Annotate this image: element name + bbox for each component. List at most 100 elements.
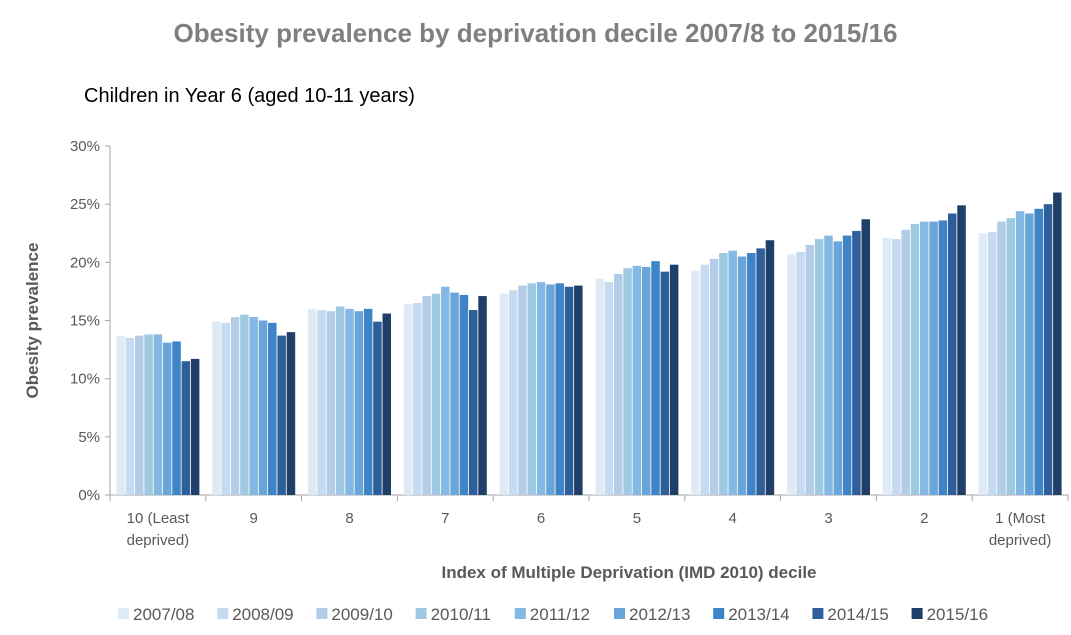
bar bbox=[468, 310, 478, 495]
bar bbox=[574, 285, 583, 495]
bar bbox=[277, 335, 286, 495]
bar bbox=[527, 283, 537, 495]
bar bbox=[345, 308, 354, 495]
bar bbox=[824, 235, 833, 495]
bar bbox=[1034, 208, 1043, 495]
bar bbox=[403, 304, 413, 495]
bar bbox=[910, 223, 920, 495]
bar bbox=[997, 221, 1006, 495]
legend-swatch bbox=[118, 608, 129, 619]
legend-swatch bbox=[812, 608, 824, 619]
bar bbox=[382, 313, 391, 495]
bar bbox=[660, 271, 670, 495]
bar bbox=[125, 337, 135, 495]
bar bbox=[508, 290, 518, 495]
bar bbox=[286, 332, 296, 495]
legend: 2007/08 2008/09 2009/10 2010/11 2011/12 2012/… bbox=[118, 605, 988, 624]
bar bbox=[842, 235, 852, 495]
bar bbox=[499, 293, 509, 495]
chart-subtitle: Children in Year 6 (aged 10-11 years) bbox=[84, 85, 415, 107]
bar bbox=[882, 237, 892, 496]
bar bbox=[632, 265, 642, 495]
bar bbox=[162, 342, 172, 495]
y-axis-title: Obesity prevalence bbox=[23, 243, 42, 399]
labels: 0% 5% 10% 15% 20% 25% 30% 10 (Least deprived) 9 8 7… bbox=[23, 138, 1051, 582]
legend-swatch bbox=[713, 608, 725, 619]
bar bbox=[564, 286, 574, 495]
bar bbox=[1043, 204, 1053, 495]
bar bbox=[135, 335, 144, 495]
bar bbox=[431, 293, 441, 495]
bar bbox=[920, 221, 929, 495]
y-tick-label: 0% bbox=[78, 487, 100, 504]
bar bbox=[335, 306, 345, 495]
bar bbox=[595, 278, 604, 495]
bar bbox=[861, 219, 870, 496]
bar bbox=[1006, 218, 1016, 496]
bar bbox=[833, 241, 843, 495]
bar bbox=[641, 266, 651, 495]
bar bbox=[852, 230, 861, 495]
bar bbox=[728, 250, 737, 495]
bar bbox=[441, 286, 450, 495]
bar bbox=[546, 284, 555, 495]
legend-label: 2008/09 bbox=[232, 605, 293, 624]
bar bbox=[212, 321, 221, 495]
bars bbox=[116, 192, 1062, 496]
legend-label: 2015/16 bbox=[927, 605, 988, 624]
bar bbox=[326, 311, 336, 495]
bar bbox=[938, 220, 948, 495]
y-tick-label: 5% bbox=[78, 429, 100, 446]
x-axis-title: Index of Multiple Deprivation (IMD 2010)… bbox=[441, 563, 816, 582]
bar bbox=[190, 358, 200, 495]
x-tick-label: 6 bbox=[537, 510, 545, 527]
legend-label: 2007/08 bbox=[133, 605, 194, 624]
y-tick-label: 10% bbox=[70, 371, 100, 388]
bar bbox=[308, 308, 317, 495]
bar bbox=[518, 285, 527, 495]
x-tick-label: 5 bbox=[633, 510, 641, 527]
bar bbox=[604, 282, 614, 495]
bar bbox=[700, 264, 710, 495]
bar bbox=[422, 296, 431, 495]
bar bbox=[892, 239, 901, 495]
bar bbox=[901, 229, 910, 495]
y-tick-label: 20% bbox=[70, 254, 100, 271]
bar bbox=[978, 233, 988, 495]
legend-label: 2012/13 bbox=[629, 605, 690, 624]
x-tick-label: 2 bbox=[920, 510, 928, 527]
bar bbox=[814, 239, 824, 495]
bar bbox=[765, 240, 775, 495]
legend-swatch bbox=[217, 608, 229, 619]
chart-title: Obesity prevalence by deprivation decile… bbox=[173, 18, 898, 48]
bar bbox=[258, 320, 268, 495]
legend-label: 2013/14 bbox=[728, 605, 789, 624]
legend-swatch bbox=[415, 608, 427, 619]
bar bbox=[478, 296, 487, 495]
y-tick-label: 25% bbox=[70, 196, 100, 213]
bar bbox=[153, 334, 163, 495]
bar bbox=[737, 256, 747, 495]
bar bbox=[623, 268, 632, 495]
x-tick-label: 7 bbox=[441, 510, 449, 527]
bar bbox=[249, 317, 258, 495]
bar bbox=[536, 282, 546, 495]
y-tick-label: 15% bbox=[70, 313, 100, 330]
bar bbox=[947, 213, 957, 495]
x-tick-label: 10 (Least deprived) bbox=[127, 510, 190, 549]
bar bbox=[363, 308, 373, 495]
bar bbox=[373, 321, 382, 495]
legend-label: 2009/10 bbox=[331, 605, 392, 624]
bar bbox=[747, 253, 756, 495]
bar bbox=[317, 310, 326, 495]
bar bbox=[1053, 192, 1062, 496]
bar bbox=[221, 322, 231, 495]
bar bbox=[987, 232, 997, 495]
x-tick-label: 3 bbox=[824, 510, 832, 527]
legend-swatch bbox=[316, 608, 328, 619]
legend-swatch bbox=[614, 608, 625, 619]
bar bbox=[413, 303, 422, 495]
bar bbox=[719, 253, 728, 495]
bar bbox=[669, 264, 679, 495]
